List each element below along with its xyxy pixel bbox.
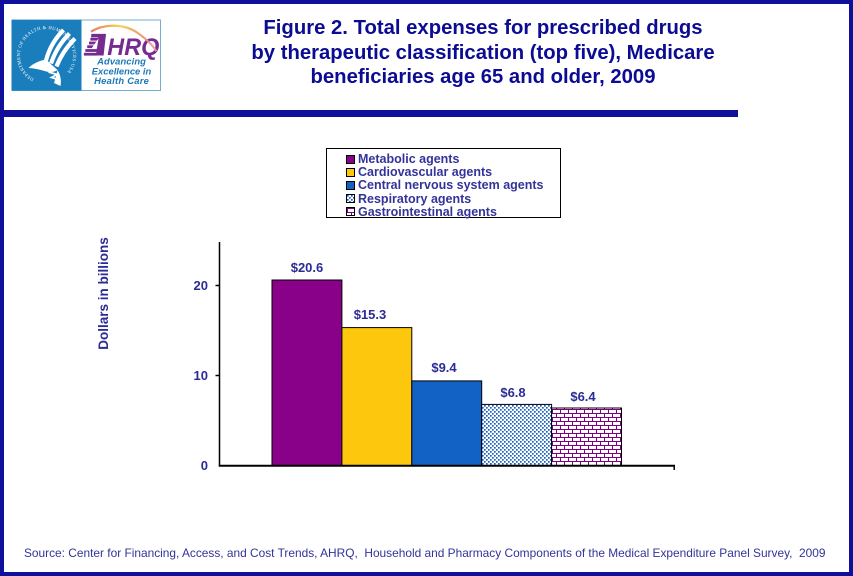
svg-text:Advancing: Advancing (96, 56, 146, 67)
svg-text:$15.3: $15.3 (354, 307, 387, 322)
svg-text:$9.4: $9.4 (431, 360, 457, 375)
svg-text:20: 20 (194, 278, 208, 293)
svg-text:Dollars in billions: Dollars in billions (96, 237, 111, 350)
svg-text:$20.6: $20.6 (291, 260, 324, 275)
svg-text:Health Care: Health Care (94, 75, 149, 86)
svg-text:0: 0 (201, 458, 208, 473)
svg-text:Excellence in: Excellence in (92, 65, 152, 76)
svg-text:10: 10 (194, 368, 208, 383)
svg-text:$6.4: $6.4 (570, 389, 596, 404)
svg-text:HRQ: HRQ (107, 34, 159, 61)
svg-text:$6.8: $6.8 (500, 385, 525, 400)
